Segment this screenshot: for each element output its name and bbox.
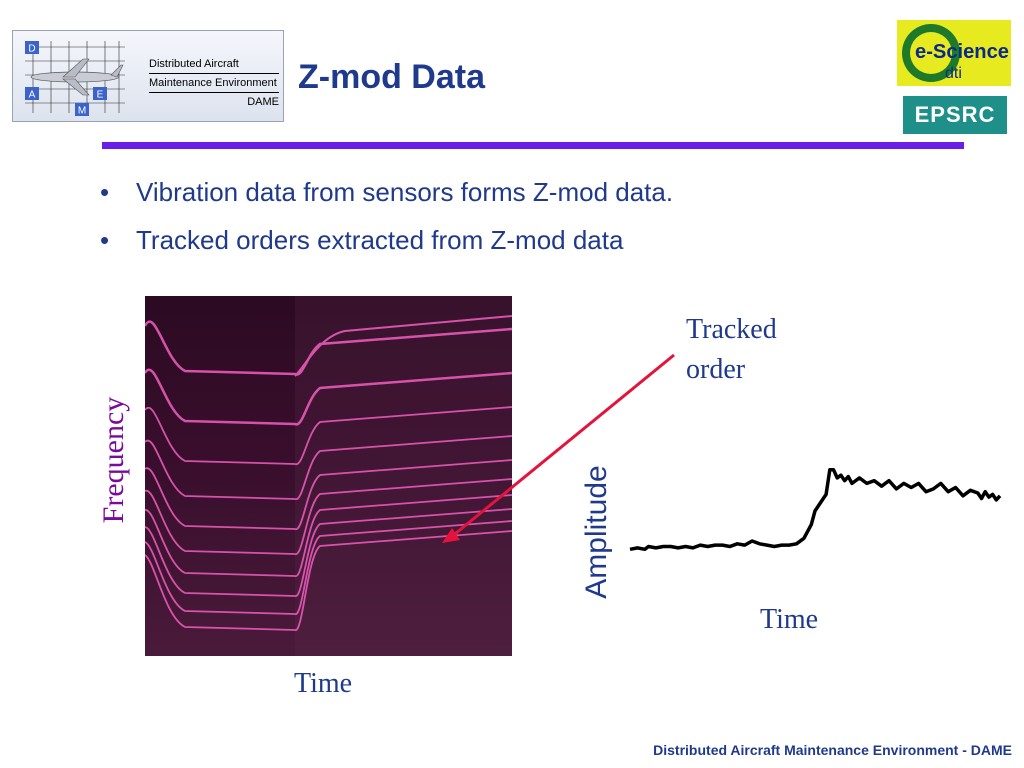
- bullet-text: Vibration data from sensors forms Z-mod …: [136, 177, 674, 207]
- spectrogram-harmonic-line: [145, 494, 512, 577]
- epsrc-logo: EPSRC: [903, 96, 1007, 134]
- bullet-list: • Vibration data from sensors forms Z-mod…: [100, 172, 673, 268]
- bullet-dot: •: [100, 225, 110, 255]
- escience-main-text: e-Science: [915, 41, 1009, 63]
- tracked-order-line1: Tracked: [686, 314, 777, 345]
- spectrogram-harmonic-line: [145, 520, 512, 615]
- spectrogram-harmonic-line: [145, 459, 512, 530]
- spectrogram-harmonic-line: [145, 406, 512, 465]
- spectrogram-harmonic-line: [145, 435, 512, 500]
- spectrogram-image: [145, 296, 512, 656]
- frequency-axis-label: Frequency: [97, 396, 130, 524]
- dame-letter-d: D: [28, 44, 35, 55]
- spectrogram-harmonic-line: [145, 508, 512, 597]
- dame-letter-a: A: [29, 90, 36, 101]
- title-divider: [102, 142, 964, 149]
- dame-letter-m: M: [78, 106, 86, 117]
- escience-logo: e-Science dti: [897, 20, 1011, 86]
- amplitude-series-line: [629, 467, 1002, 552]
- dame-logo-line2: Maintenance Environment: [149, 73, 279, 93]
- dame-logo: D A E M Distributed Aircraft Maintenance…: [12, 30, 284, 122]
- spectrogram-top-line: [294, 315, 512, 377]
- escience-logo-graphic: e-Science dti: [902, 24, 1009, 82]
- bullet-item: • Vibration data from sensors forms Z-mod…: [100, 172, 673, 220]
- tracked-order-annotation: Tracked order: [686, 310, 777, 390]
- dame-logo-line3: DAME: [247, 96, 279, 108]
- spectrogram-time-label: Time: [294, 668, 353, 699]
- dame-letter-e: E: [97, 90, 104, 101]
- escience-sub-text: dti: [945, 65, 962, 82]
- footer-text: Distributed Aircraft Maintenance Environ…: [653, 742, 1012, 758]
- dame-grid-graphic: D A E M: [25, 41, 125, 117]
- slide-title: Z-mod Data: [298, 58, 485, 96]
- tracked-order-line2: order: [686, 354, 746, 385]
- chart-time-label: Time: [760, 604, 819, 635]
- spectrogram-harmonic-line: [145, 530, 512, 631]
- bullet-item: • Tracked orders extracted from Z-mod dat…: [100, 220, 673, 268]
- spectrogram-harmonic-line: [145, 368, 512, 426]
- bullet-dot: •: [100, 177, 110, 207]
- amplitude-axis-label: Amplitude: [580, 465, 613, 599]
- dame-logo-text: Distributed Aircraft Maintenance Environ…: [149, 55, 279, 111]
- dame-logo-line1: Distributed Aircraft: [149, 58, 239, 70]
- spectrogram-harmonic-line: [145, 478, 512, 555]
- bullet-text: Tracked orders extracted from Z-mod data: [136, 225, 624, 255]
